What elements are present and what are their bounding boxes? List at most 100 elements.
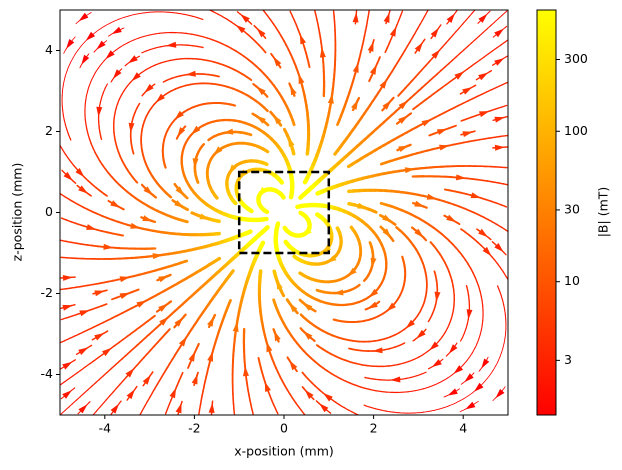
streamline (88, 81, 92, 87)
streamline (176, 12, 183, 15)
streamline (384, 336, 392, 340)
stream-arrow (414, 200, 425, 207)
streamline (486, 25, 492, 30)
stream-arrow (143, 186, 153, 196)
streamline (444, 327, 448, 334)
streamline (461, 333, 465, 339)
streamline (207, 59, 215, 63)
streamline (289, 393, 294, 400)
streamline (465, 193, 472, 197)
streamline (421, 15, 426, 21)
stream-arrow (240, 14, 250, 23)
streamline (458, 398, 465, 402)
stream-arrow (112, 69, 122, 79)
streamline (367, 10, 370, 18)
streamline (414, 28, 419, 35)
streamline (368, 340, 376, 343)
streamline (99, 402, 104, 408)
streamline (335, 375, 342, 380)
stream-arrow (166, 41, 177, 48)
streamline (339, 404, 345, 409)
streamline (361, 39, 365, 47)
streamline (118, 16, 125, 20)
streamline (427, 317, 431, 323)
streamline (489, 136, 497, 139)
streamline (198, 409, 201, 415)
stream-arrow (333, 289, 344, 296)
streamline (243, 229, 253, 236)
streamline (264, 225, 270, 231)
streamline (250, 403, 253, 411)
streamline (286, 356, 290, 360)
streamline (412, 339, 416, 342)
streamline (180, 218, 189, 224)
streamline (115, 103, 119, 110)
colorbar-tick-label: 10 (564, 273, 580, 288)
stream-arrow (191, 125, 201, 135)
streamline (307, 377, 313, 384)
streamline (396, 19, 400, 26)
streamline (454, 400, 460, 404)
streamline (153, 383, 158, 390)
streamline (113, 341, 120, 347)
streamline (103, 193, 108, 197)
stream-arrow (398, 115, 408, 124)
streamline (170, 58, 177, 61)
stream-arrow (462, 87, 473, 95)
streamline (480, 244, 486, 250)
streamline (412, 389, 420, 392)
stream-arrow (478, 228, 488, 238)
streamline (365, 405, 372, 409)
streamline (108, 34, 111, 37)
streamline (90, 306, 98, 311)
streamline (379, 337, 386, 341)
streamline (285, 298, 290, 303)
stream-arrow (474, 382, 484, 392)
streamline (474, 35, 480, 41)
streamline (489, 70, 493, 73)
streamline (470, 62, 477, 67)
streamline (251, 112, 257, 117)
streamline (417, 388, 425, 391)
streamline (62, 80, 65, 87)
streamline (92, 72, 96, 78)
streamline (64, 406, 70, 412)
streamline (408, 358, 415, 362)
streamline (78, 330, 85, 335)
streamline (181, 13, 188, 16)
stream-arrow (482, 246, 492, 257)
streamline (445, 38, 450, 44)
streamline (202, 73, 210, 76)
streamline (451, 56, 458, 61)
streamline (465, 284, 469, 292)
streamline (500, 134, 507, 138)
streamline (109, 365, 116, 371)
stream-arrow (78, 12, 89, 22)
streamline (370, 406, 377, 410)
streamline (266, 14, 272, 21)
stream-arrow (453, 365, 464, 374)
colorbar-label: |B| (mT) (596, 187, 611, 238)
streamline (455, 247, 461, 253)
streamline (72, 180, 77, 184)
stream-arrow (429, 341, 439, 351)
streamline (86, 12, 92, 16)
streamline (107, 317, 114, 322)
streamline (72, 387, 76, 390)
streamline (465, 116, 473, 120)
stream-arrow (436, 128, 448, 135)
stream-arrow (390, 376, 401, 383)
streamline (380, 409, 388, 412)
streamline (141, 405, 146, 412)
streamline (239, 52, 246, 58)
streamline (72, 53, 76, 59)
streamline (165, 90, 172, 95)
streamline (80, 41, 86, 47)
stream-arrow (289, 302, 298, 313)
streamline (483, 53, 489, 58)
streamline (216, 40, 223, 45)
streamline (283, 239, 289, 246)
stream-arrow (142, 374, 151, 385)
streamline (195, 179, 200, 184)
streamline (73, 165, 79, 171)
